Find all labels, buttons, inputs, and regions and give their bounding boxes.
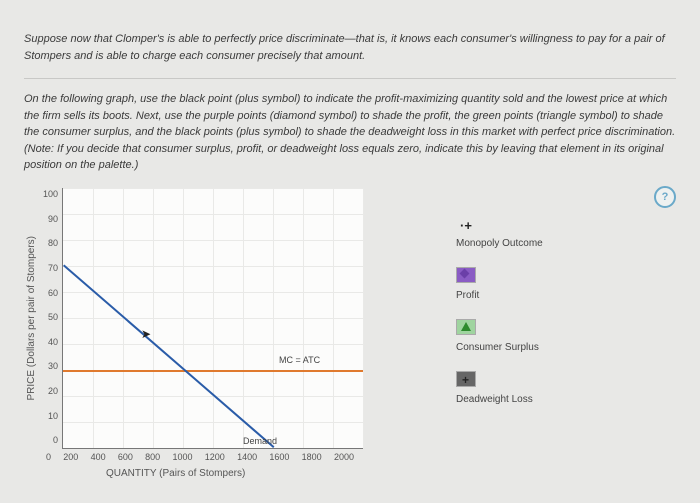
palette: ·+ Monopoly Outcome Profit Consumer Surp… [456,218,543,423]
chart-wrap: PRICE (Dollars per pair of Stompers) 100… [24,188,406,449]
palette-label: Consumer Surplus [456,342,539,353]
palette-label: Monopoly Outcome [456,238,543,249]
instructions-text: On the following graph, use the black po… [24,78,676,174]
triangle-icon [456,319,476,335]
palette-consumer-surplus[interactable]: Consumer Surplus [456,319,543,355]
ytick: 40 [43,336,58,350]
y-ticks: 100 90 80 70 60 50 40 30 20 10 0 [43,188,58,448]
palette-profit[interactable]: Profit [456,267,543,303]
palette-deadweight-loss[interactable]: Deadweight Loss [456,371,543,407]
xtick: 600 [118,451,133,465]
ytick: 10 [43,410,58,424]
diamond-icon [456,267,476,283]
ytick: 30 [43,360,58,374]
plus-box-icon [456,371,476,387]
x-ticks: 0 200 400 600 800 1000 1200 1400 1600 18… [46,451,354,465]
xtick: 2000 [334,451,354,465]
chart-plot[interactable]: MC = ATC Demand ➤ [62,188,363,449]
xtick: 400 [91,451,106,465]
xtick: 200 [63,451,78,465]
ytick: 90 [43,213,58,227]
graph-area: ? PRICE (Dollars per pair of Stompers) 1… [24,188,676,482]
xtick: 1800 [302,451,322,465]
palette-label: Deadweight Loss [456,394,533,405]
xtick: 1000 [172,451,192,465]
palette-label: Profit [456,290,479,301]
x-axis-label: QUANTITY (Pairs of Stompers) [46,466,406,481]
ytick: 50 [43,311,58,325]
ytick: 20 [43,385,58,399]
mc-line [63,370,363,372]
y-axis-label: PRICE (Dollars per pair of Stompers) [24,236,39,401]
demand-label: Demand [243,435,277,449]
plus-icon: ·+ [456,218,476,234]
xtick: 0 [46,451,51,465]
instructions-span: On the following graph, use the black po… [24,93,675,171]
ytick: 100 [43,188,58,202]
chart-column: PRICE (Dollars per pair of Stompers) 100… [24,188,406,482]
xtick: 1200 [205,451,225,465]
xtick: 1400 [237,451,257,465]
ytick: 60 [43,287,58,301]
xtick: 1600 [269,451,289,465]
ytick: 0 [43,434,58,448]
intro-text: Suppose now that Clomper's is able to pe… [24,31,676,64]
help-icon[interactable]: ? [654,186,676,208]
ytick: 70 [43,262,58,276]
palette-monopoly[interactable]: ·+ Monopoly Outcome [456,218,543,251]
xtick: 800 [145,451,160,465]
mc-label: MC = ATC [279,354,320,368]
ytick: 80 [43,237,58,251]
